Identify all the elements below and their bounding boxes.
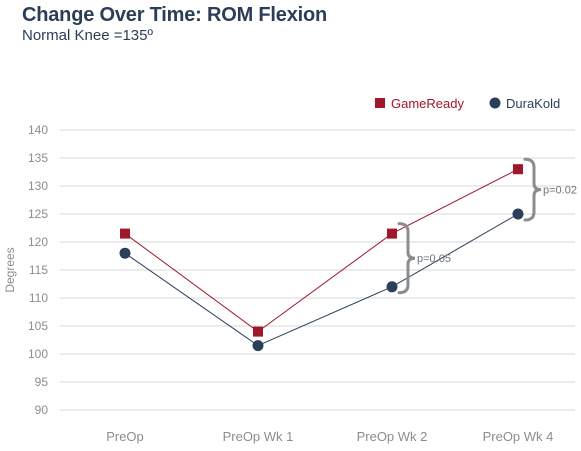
p-value-label: p=0.02	[543, 185, 577, 197]
data-point-durakold-3	[512, 208, 524, 220]
legend-label-gameready: GameReady	[391, 96, 464, 111]
y-tick-label: 100	[28, 347, 48, 361]
data-point-gameready-1	[253, 326, 263, 337]
y-tick-label: 95	[35, 375, 49, 389]
y-tick-label: 90	[35, 403, 49, 417]
x-tick-label: PreOp Wk 1	[223, 429, 294, 444]
data-point-durakold-2	[386, 281, 398, 293]
y-tick-label: 105	[28, 319, 48, 333]
chart-subtitle: Normal Knee =135º	[22, 27, 153, 44]
data-point-gameready-2	[387, 228, 397, 239]
y-tick-label: 115	[29, 263, 48, 277]
y-tick-label: 120	[28, 235, 48, 249]
y-tick-label: 130	[28, 179, 48, 193]
chart-title: Change Over Time: ROM Flexion	[22, 4, 328, 26]
series-line-gameready	[124, 168, 519, 333]
data-point-gameready-3	[513, 164, 523, 175]
p-value-label: p=0.05	[417, 253, 451, 265]
legend-marker-gameready	[375, 98, 385, 108]
y-tick-label: 140	[28, 123, 48, 137]
x-tick-label: PreOp	[106, 429, 144, 444]
series-line-durakold	[124, 213, 519, 347]
x-tick-label: PreOp Wk 2	[357, 429, 428, 444]
data-point-durakold-0	[119, 247, 131, 259]
data-point-gameready-0	[120, 228, 130, 239]
y-tick-label: 135	[28, 151, 48, 165]
significance-brace-1	[523, 157, 542, 222]
y-tick-label: 110	[29, 291, 48, 305]
legend-label-durakold: DuraKold	[506, 96, 560, 111]
legend-marker-durakold	[489, 97, 501, 109]
y-axis-label: Degrees	[3, 247, 17, 292]
x-tick-label: PreOp Wk 4	[483, 429, 554, 444]
data-point-durakold-1	[252, 340, 264, 352]
y-tick-label: 125	[28, 207, 48, 221]
significance-brace-0	[397, 222, 416, 295]
